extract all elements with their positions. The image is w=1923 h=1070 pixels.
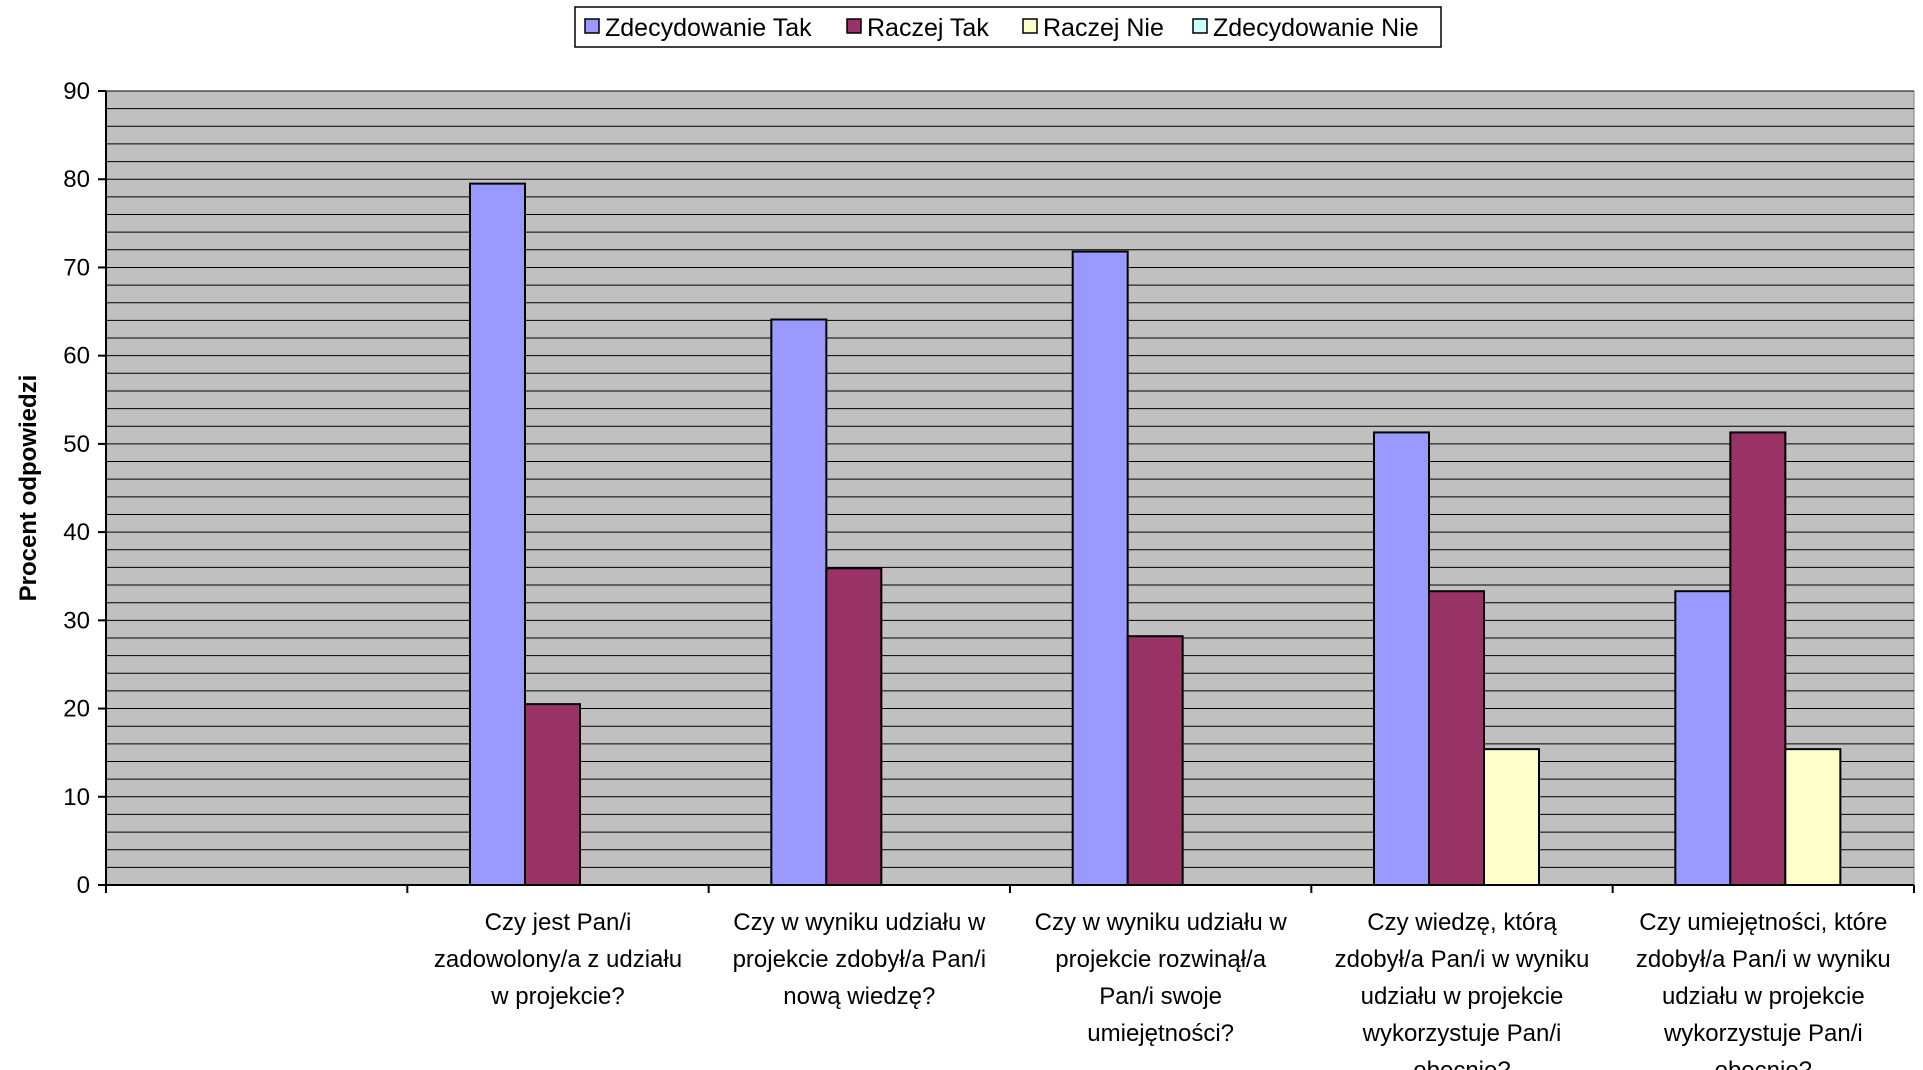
x-category-label: Czy umiejętności, które zdobył/a Pan/i w … bbox=[1636, 909, 1891, 1070]
x-category-label: Czy jest Pan/i zadowolony/a z udziału w pr… bbox=[434, 909, 682, 1010]
legend-label: Raczej Tak bbox=[867, 14, 989, 42]
y-tick-labels: 0 10 20 30 40 50 60 70 80 90 bbox=[63, 78, 90, 899]
bar-zdecydowanie-tak bbox=[1373, 431, 1430, 886]
y-tick-label: 60 bbox=[63, 343, 90, 370]
y-tick-label: 90 bbox=[63, 78, 90, 105]
y-tick-label: 30 bbox=[63, 607, 90, 634]
bar-raczej-tak bbox=[524, 703, 581, 887]
y-tick-label: 70 bbox=[63, 254, 90, 281]
x-category-labels: Czy jest Pan/i zadowolony/a z udziału w pr… bbox=[434, 909, 1891, 1070]
legend-label: Raczej Nie bbox=[1043, 14, 1164, 42]
bar-raczej-nie bbox=[1483, 748, 1540, 886]
y-tick-label: 80 bbox=[63, 166, 90, 193]
legend-swatch bbox=[584, 18, 600, 34]
y-tick-label: 20 bbox=[63, 696, 90, 723]
x-category-label: Czy w wyniku udziału w projekcie zdobył/a… bbox=[733, 909, 986, 1010]
legend-swatch bbox=[1192, 18, 1208, 34]
legend-box bbox=[574, 6, 1442, 48]
bar-raczej-tak bbox=[1428, 590, 1485, 886]
y-tick-label: 10 bbox=[63, 784, 90, 811]
legend: Zdecydowanie Tak Raczej Tak Raczej Nie Zdec… bbox=[574, 6, 1442, 48]
bar-raczej-tak bbox=[1729, 431, 1787, 886]
y-tick-label: 40 bbox=[63, 519, 90, 546]
x-category-label: Czy wiedzę, którą zdobył/a Pan/i w wyniku… bbox=[1335, 909, 1590, 1070]
y-tick-label: 0 bbox=[77, 872, 90, 899]
legend-swatch bbox=[846, 18, 862, 34]
bar-raczej-tak bbox=[1126, 635, 1184, 886]
bar-zdecydowanie-tak bbox=[469, 182, 526, 886]
bar-raczej-nie bbox=[1784, 748, 1842, 886]
legend-label: Zdecydowanie Nie bbox=[1213, 14, 1419, 42]
axes bbox=[98, 90, 1915, 893]
x-category-label: Czy w wyniku udziału w projekcie rozwinął… bbox=[1035, 909, 1288, 1047]
y-tick-label: 50 bbox=[63, 431, 90, 458]
y-axis-label: Procent odpowiedzi bbox=[15, 375, 42, 602]
bars bbox=[469, 182, 1842, 887]
bar-zdecydowanie-tak bbox=[770, 318, 828, 886]
legend-label: Zdecydowanie Tak bbox=[605, 14, 812, 42]
plot-area bbox=[105, 90, 1915, 886]
bar-zdecydowanie-tak bbox=[1071, 250, 1129, 886]
bar-raczej-tak bbox=[825, 567, 883, 886]
bar-zdecydowanie-tak bbox=[1674, 590, 1732, 886]
legend-swatch bbox=[1022, 18, 1038, 34]
